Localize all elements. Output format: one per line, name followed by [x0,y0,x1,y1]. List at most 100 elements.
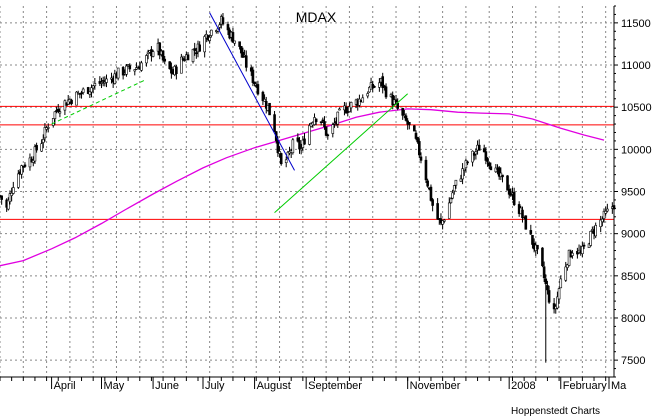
candle-body [31,160,35,163]
moving-average-line [0,108,605,267]
candle-body [408,122,411,125]
candle-body [33,146,37,162]
candle-body [344,106,348,114]
candle-body [323,121,326,127]
candle-body [466,161,469,164]
candle-body [113,73,117,84]
candle-body [338,108,341,111]
candle-body [378,82,381,88]
candle-body [53,111,57,119]
candle-body [559,278,563,289]
candle-body [121,67,125,76]
candle-body [195,52,198,55]
month-label: July [205,380,225,392]
month-label: May [104,380,125,392]
candle-body [418,141,421,156]
moving-average-layer [0,108,605,267]
month-label: June [155,380,179,392]
candle-body [556,296,559,309]
candle-body [291,139,295,154]
candle-body [193,48,196,51]
candle-body [414,132,418,139]
candle-body [384,86,388,98]
y-tick-label: 7500 [621,355,645,367]
candle-body [529,230,533,235]
candle-body [461,168,464,180]
candle-body [326,134,330,137]
candle-body [180,56,183,74]
candle-body [451,192,454,199]
candle-body [582,244,586,247]
candle-body [501,174,504,178]
month-label: September [308,380,362,392]
candle-body [128,65,132,70]
chart-title: MDAX [296,9,337,25]
candle-body [238,41,241,47]
candle-body [486,158,489,162]
candle-body [324,126,328,136]
candle-body [426,180,429,187]
candle-body [20,165,23,175]
candles-layer [0,13,616,363]
candle-body [218,24,221,28]
candle-body [256,84,260,95]
chart-credit: Hoppenstedt Charts [511,406,600,417]
candle-body [589,230,593,246]
candle-body [88,91,92,95]
candle-body [101,80,105,82]
candle-body [383,85,386,88]
candle-body [507,188,511,195]
candle-body [116,67,120,79]
candle-body [244,55,248,68]
candle-body [564,266,568,281]
candle-body [181,58,185,60]
candle-body [170,66,173,74]
candle-body [93,83,97,87]
candle-body [191,48,195,62]
candle-body [401,108,404,116]
candle-body [12,187,15,194]
candle-body [203,36,206,53]
candle-body [314,118,318,123]
candle-body [482,148,486,153]
candle-body [546,285,549,291]
candle-body [46,127,50,129]
candle-body [40,143,43,152]
candle-body [233,40,236,44]
candle-body [494,167,498,173]
candle-body [419,156,423,161]
candle-body [105,78,108,83]
trend-line [51,78,147,125]
candle-body [599,219,602,227]
candle-body [125,65,128,75]
candle-body [303,138,306,145]
y-tick-label: 11500 [621,18,651,30]
candle-body [0,195,3,200]
candle-body [276,140,280,154]
trend-lines-layer [51,12,409,213]
candle-body [606,208,609,212]
candle-body [396,102,399,109]
candle-body [298,140,301,150]
candle-body [100,82,103,84]
candle-body [175,66,178,74]
candle-body [331,124,335,134]
candle-body [497,167,501,177]
y-tick-label: 11000 [621,60,651,72]
candle-body [241,51,245,58]
candle-body [452,185,456,192]
candle-body [56,108,60,112]
candle-body [531,235,534,245]
candle-body [268,102,271,116]
candle-body [151,51,155,57]
candle-body [441,220,444,225]
candle-body [571,252,574,256]
candle-body [336,111,340,125]
candle-body [126,64,130,67]
candle-body [41,139,45,143]
candle-body [264,101,268,109]
candle-body [454,179,458,186]
candle-body [333,122,336,125]
candle-body [604,210,607,214]
